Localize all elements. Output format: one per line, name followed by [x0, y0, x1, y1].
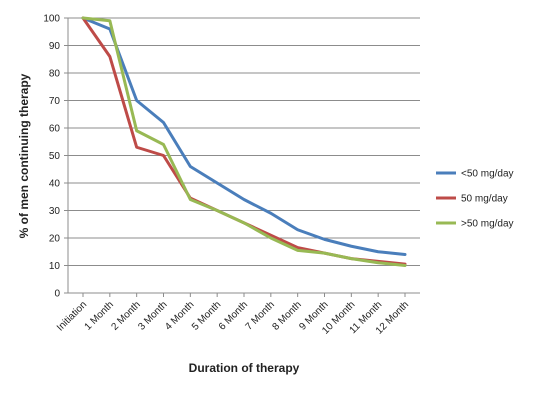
gridlines: [64, 17, 420, 294]
x-axis-title: Duration of therapy: [189, 361, 300, 375]
y-tick-label: 40: [49, 179, 61, 190]
series-line: [81, 16, 407, 267]
y-tick-label: 20: [49, 234, 61, 245]
y-tick-label: 50: [49, 151, 61, 162]
y-axis-title: % of men continuing therapy: [17, 73, 31, 238]
y-tick-label: 90: [49, 41, 61, 52]
axes: [67, 18, 420, 297]
y-axis-ticks: 0 10 20 30 40 50 60 70 80 90 100: [43, 14, 60, 300]
y-tick-label: 0: [54, 289, 60, 300]
legend-label: >50 mg/day: [461, 219, 514, 230]
y-tick-label: 80: [49, 69, 61, 80]
y-tick-label: 10: [49, 261, 61, 272]
legend: <50 mg/day 50 mg/day >50 mg/day: [436, 169, 514, 230]
x-tick-label: Initiation: [55, 299, 89, 333]
series-line: [81, 16, 407, 266]
y-tick-label: 70: [49, 96, 61, 107]
legend-label: <50 mg/day: [461, 169, 514, 180]
y-tick-label: 30: [49, 206, 61, 217]
y-tick-label: 100: [43, 14, 60, 25]
series-lines: [81, 16, 407, 267]
y-tick-label: 60: [49, 124, 61, 135]
series-line: [81, 16, 407, 256]
legend-label: 50 mg/day: [461, 194, 508, 205]
